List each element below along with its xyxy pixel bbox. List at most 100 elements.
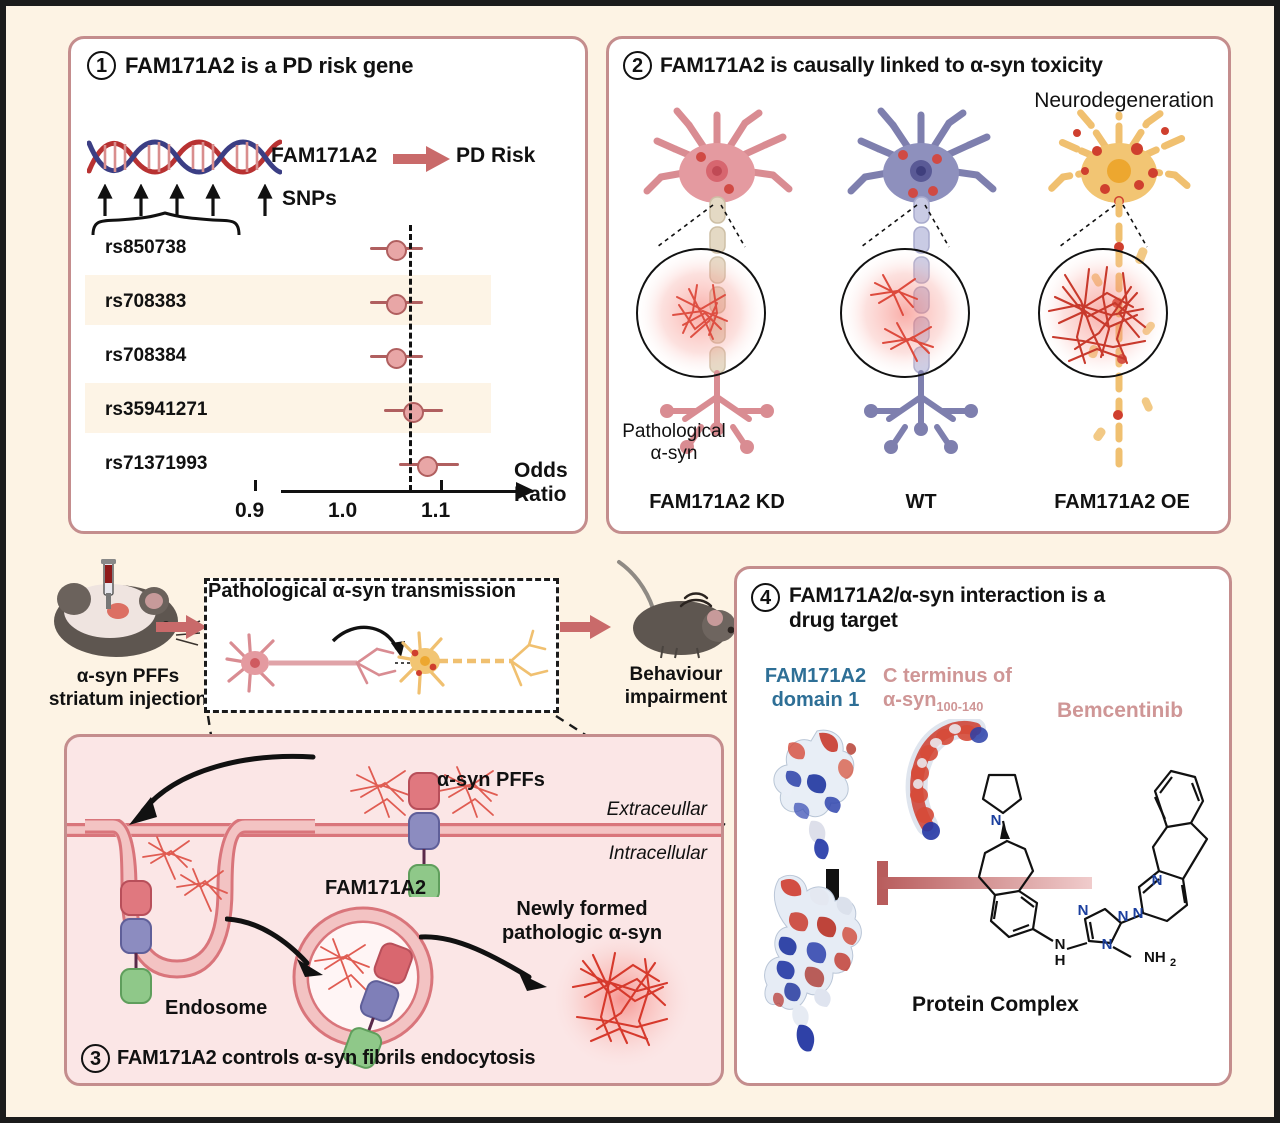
- x-axis-line: [281, 490, 521, 493]
- endosome-label: Endosome: [165, 997, 268, 1019]
- uptake-arrow-icon: [129, 753, 316, 825]
- internalisation-arrow-icon: [225, 916, 323, 977]
- panel-number-badge: 4: [751, 583, 780, 612]
- svg-text:H: H: [1055, 952, 1066, 969]
- svg-text:N: N: [1152, 872, 1163, 889]
- fam171a2-receptor-icon: [120, 880, 152, 1004]
- new-aggregate-icon: [550, 927, 694, 1071]
- pathological-asyn-label: Pathological α-syn: [622, 421, 726, 464]
- pff-bound-receptor-icon: [350, 766, 498, 897]
- neurodegeneration-label: Neurodegeneration: [1034, 89, 1214, 112]
- panel4-title-row: 4 FAM171A2/α-syn interaction is a drug t…: [751, 583, 1201, 633]
- transmission-title: Pathological α-syn transmission: [208, 580, 516, 602]
- right-arrow-icon: [156, 615, 207, 639]
- asyn-cterminus-structure-icon: [905, 719, 988, 840]
- forest-row: rs35941271: [71, 387, 585, 435]
- transmission-box: [204, 578, 559, 713]
- condition-label-wt: WT: [905, 491, 937, 513]
- x-axis-title: Odds Ratio: [514, 459, 568, 506]
- forest-point-estimate: [385, 294, 407, 315]
- svg-text:N: N: [1102, 936, 1113, 953]
- forest-point-estimate: [385, 348, 407, 369]
- curly-brace-icon: [91, 211, 241, 236]
- neuron-oe-icon: [1037, 107, 1195, 471]
- neuron-wt-icon: [839, 107, 997, 454]
- fam171a2-structure-icon: [773, 729, 857, 860]
- panel-pd-risk-gene: 1 FAM171A2 is a PD risk gene: [68, 36, 588, 534]
- panel-number-badge: 3: [81, 1044, 110, 1073]
- forest-row-band: [85, 275, 491, 325]
- neuron-kd-icon: [635, 107, 793, 454]
- extracellular-label: Extraceullar: [606, 799, 707, 820]
- pd-risk-label: PD Risk: [456, 144, 536, 167]
- protein-complex-label: Protein Complex: [912, 993, 1079, 1016]
- behaviour-label: Behaviour impairment: [624, 664, 728, 708]
- injection-label: α-syn PFFs striatum injection: [48, 666, 208, 710]
- panel4-title-line1: FAM171A2/α-syn interaction is a: [789, 584, 1105, 607]
- panel3-caption-text: FAM171A2 controls α-syn fibrils endocyto…: [117, 1047, 536, 1069]
- svg-text:2: 2: [1170, 957, 1176, 969]
- forest-row-label: rs850738: [105, 237, 187, 258]
- x-axis-tick: [254, 480, 257, 491]
- membrane-invagination-icon: [85, 819, 315, 1004]
- right-arrow-icon: [393, 146, 450, 172]
- forest-row-label: rs71371993: [105, 453, 208, 474]
- protein-complex-structure-icon: [764, 875, 862, 1052]
- forest-row: rs708384: [71, 333, 585, 381]
- fam171a2-domain-label: FAM171A2 domain 1: [764, 665, 867, 711]
- panel-endocytosis: α-syn PFFs Extraceullar Intracellular FA…: [64, 734, 724, 1086]
- svg-text:N: N: [1055, 936, 1066, 953]
- mouse-model-strip: α-syn PFFs striatum injection: [26, 554, 740, 895]
- condition-label-kd: FAM171A2 KD: [649, 491, 785, 513]
- svg-text:N: N: [1118, 908, 1129, 925]
- release-arrow-icon: [419, 934, 547, 991]
- cterminus-label: C terminus of α-syn100-140: [883, 665, 1012, 714]
- forest-row: rs71371993: [71, 441, 585, 489]
- neuron-transmission-icon: [225, 625, 549, 695]
- x-axis-tick-label: 0.9: [235, 499, 265, 522]
- right-arrow-icon: [560, 615, 611, 639]
- svg-text:N: N: [1133, 905, 1144, 922]
- forest-row-label: rs35941271: [105, 399, 208, 420]
- svg-text:N: N: [991, 812, 1002, 829]
- panel-asyn-toxicity: 2 FAM171A2 is causally linked to α-syn t…: [606, 36, 1231, 534]
- x-axis-arrowhead: [516, 482, 535, 500]
- forest-point-estimate: [402, 402, 424, 423]
- panel1-title-text: FAM171A2 is a PD risk gene: [125, 52, 414, 78]
- panel1-title-row: 1 FAM171A2 is a PD risk gene: [87, 51, 413, 80]
- drug-name-label: Bemcentinib: [1057, 699, 1184, 722]
- svg-text:N: N: [1078, 902, 1089, 919]
- intracellular-label: Intracellular: [608, 843, 707, 864]
- pffs-label: α-syn PFFs: [437, 769, 545, 791]
- bemcentinib-structure-icon: N N H N N N NH 2 N N: [977, 769, 1209, 969]
- gene-name-label: FAM171A2: [271, 144, 378, 167]
- fam171a2-label: FAM171A2: [325, 877, 427, 899]
- forest-row-label: rs708383: [105, 291, 187, 312]
- forest-point-estimate: [417, 456, 439, 477]
- dna-helix-icon: [87, 139, 282, 175]
- forest-row: rs850738: [71, 225, 585, 273]
- snps-label: SNPs: [282, 187, 337, 210]
- snp-arrows-icon: [97, 184, 273, 216]
- x-axis-tick-label: 1.0: [328, 499, 358, 522]
- panel4-title-line2: drug target: [789, 609, 898, 633]
- panel-drug-target: 4 FAM171A2/α-syn interaction is a drug t…: [734, 566, 1232, 1086]
- forest-row: rs708383: [71, 279, 585, 327]
- x-axis-tick: [440, 480, 443, 491]
- mouse-icon: [54, 559, 201, 657]
- panel-number-badge: 2: [623, 51, 652, 80]
- panel-number-badge: 1: [87, 51, 116, 80]
- svg-text:NH: NH: [1144, 949, 1166, 966]
- endosome-icon: [292, 906, 434, 1069]
- mouse-icon: [617, 560, 740, 659]
- reference-line: [409, 225, 412, 491]
- panel2-title-row: 2 FAM171A2 is causally linked to α-syn t…: [623, 51, 1103, 80]
- forest-row-label: rs708384: [105, 345, 187, 366]
- panel2-title-text: FAM171A2 is causally linked to α-syn tox…: [660, 53, 1103, 77]
- panel3-caption-row: 3 FAM171A2 controls α-syn fibrils endocy…: [81, 1044, 535, 1073]
- x-axis-tick-label: 1.1: [421, 499, 451, 522]
- forest-point-estimate: [385, 240, 407, 261]
- newly-formed-label: Newly formed pathologic α-syn: [501, 898, 663, 944]
- condition-label-oe: FAM171A2 OE: [1054, 491, 1190, 513]
